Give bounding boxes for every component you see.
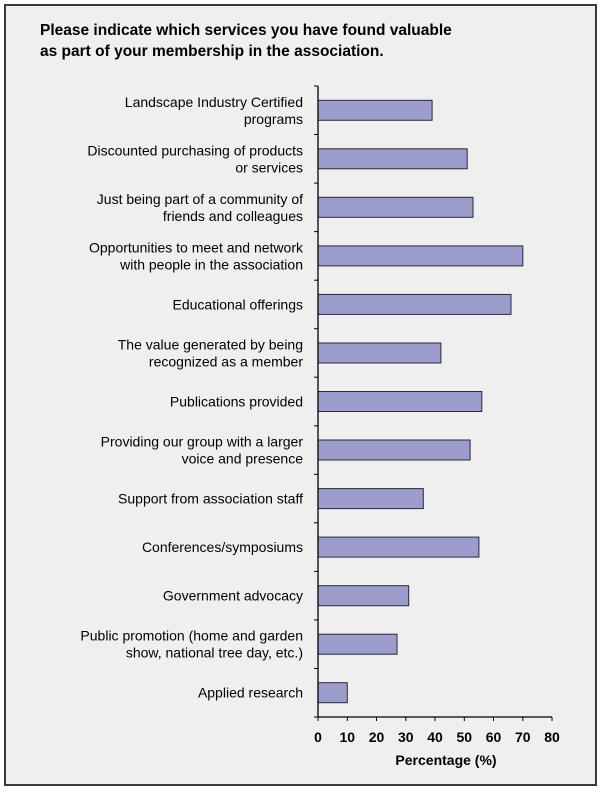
x-tick-label-2: 20 [369, 729, 385, 745]
bar-8 [317, 488, 424, 510]
chart-title: Please indicate which services you have … [40, 20, 560, 62]
category-labels-group: Landscape Industry Certified programs Disc… [80, 94, 304, 701]
x-tick-label-3: 30 [398, 729, 414, 745]
bar-2 [317, 196, 474, 218]
category-label-12: Applied research [198, 685, 303, 701]
category-label-3: Opportunities to meet and network with pe… [89, 239, 304, 272]
category-label-line: Opportunities to meet and network [89, 239, 304, 255]
x-axis-title: Percentage (%) [395, 752, 496, 768]
category-label-line: or services [235, 159, 303, 175]
bar-1 [317, 148, 468, 170]
bar-11 [317, 633, 398, 655]
category-label-line: programs [244, 111, 303, 127]
category-label-line: Government advocacy [163, 588, 303, 604]
bar-5 [317, 342, 442, 364]
category-label-11: Public promotion (home and garden show, n… [80, 628, 303, 661]
chart-title-line-1: Please indicate which services you have … [40, 22, 452, 39]
x-tick-label-4: 40 [427, 729, 443, 745]
category-label-line: recognized as a member [149, 354, 303, 370]
bar-6 [317, 391, 483, 412]
x-tick-label-5: 50 [457, 729, 473, 745]
chart-frame [4, 4, 597, 786]
tick-labels-group: 0 10 20 30 40 50 60 70 80 [314, 729, 560, 745]
category-label-line: Just being part of a community of [97, 191, 303, 207]
category-label-line: Public promotion (home and garden [80, 628, 303, 644]
category-label-line: voice and presence [182, 451, 304, 467]
category-label-7: Providing our group with a larger voice a… [101, 434, 304, 467]
category-label-line: show, national tree day, etc.) [126, 645, 303, 661]
chart-title-line-2: as part of your membership in the associ… [40, 43, 384, 60]
category-label-line: Applied research [198, 685, 303, 701]
category-label-line: Support from association staff [118, 491, 303, 507]
bar-12 [317, 682, 348, 704]
axes-group [314, 85, 553, 721]
category-label-line: with people in the association [119, 256, 303, 272]
bar-10 [317, 585, 410, 607]
category-label-line: Publications provided [170, 394, 303, 410]
x-tick-label-8: 80 [544, 729, 560, 745]
category-label-5: The value generated by being recognized a… [118, 337, 304, 370]
bar-3 [317, 245, 524, 267]
category-label-1: Discounted purchasing of products or serv… [87, 142, 303, 175]
category-label-9: Conferences/symposiums [142, 539, 303, 555]
bars-group [317, 99, 524, 704]
x-tick-label-0: 0 [314, 729, 322, 745]
x-tick-label-7: 70 [515, 729, 531, 745]
category-label-line: Providing our group with a larger [101, 434, 304, 450]
category-label-6: Publications provided [170, 394, 303, 410]
category-label-line: Conferences/symposiums [142, 539, 303, 555]
bar-9 [317, 536, 480, 558]
category-label-line: Educational offerings [173, 296, 304, 312]
category-label-2: Just being part of a community of friends… [97, 191, 303, 224]
x-tick-label-6: 60 [486, 729, 502, 745]
bar-0 [317, 99, 433, 121]
category-label-10: Government advocacy [163, 588, 303, 604]
category-label-8: Support from association staff [118, 491, 303, 507]
category-label-line: The value generated by being [118, 337, 303, 353]
category-label-line: Landscape Industry Certified [125, 94, 303, 110]
category-label-0: Landscape Industry Certified programs [125, 94, 303, 127]
category-label-4: Educational offerings [173, 296, 304, 312]
bar-4 [317, 293, 512, 315]
bar-7 [317, 439, 471, 461]
category-label-line: Discounted purchasing of products [87, 142, 303, 158]
x-tick-label-1: 10 [340, 729, 356, 745]
category-label-line: friends and colleagues [163, 208, 303, 224]
